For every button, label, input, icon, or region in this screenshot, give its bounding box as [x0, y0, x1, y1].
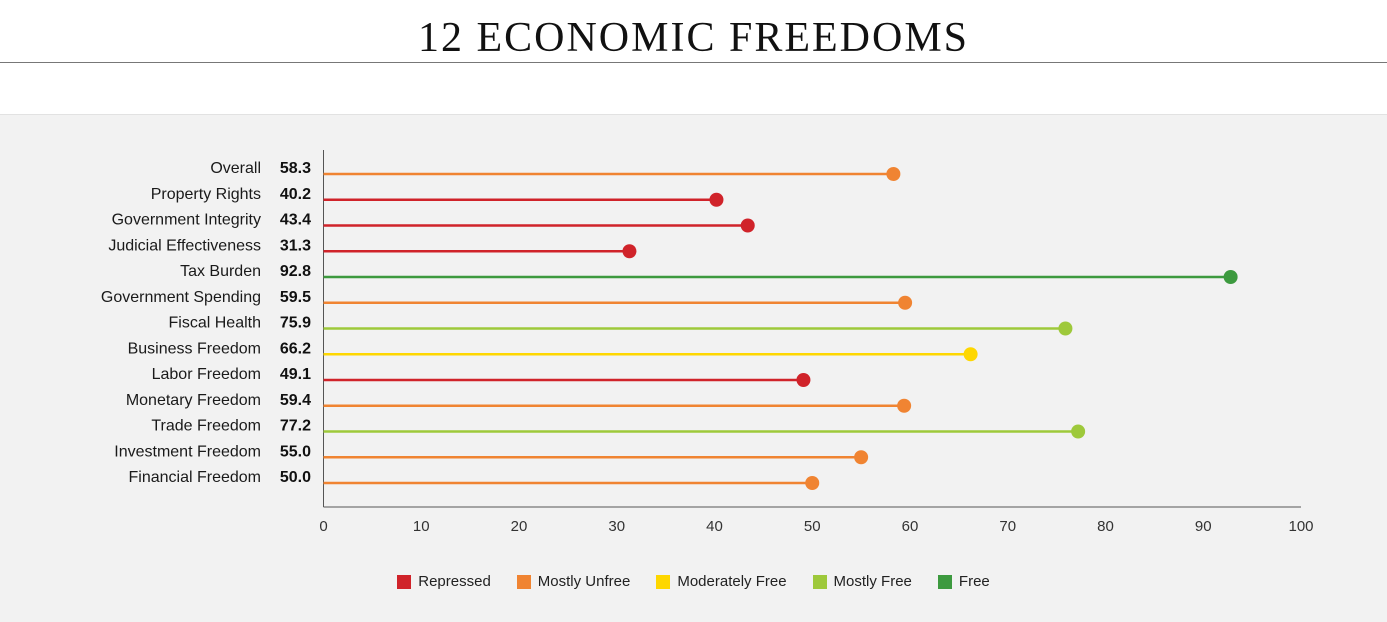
x-tick-label: 20: [511, 518, 528, 535]
lollipop-dot: [622, 244, 637, 259]
lollipop-dot: [897, 398, 912, 413]
chart-legend: Repressed Mostly Unfree Moderately Free Mos…: [0, 573, 1387, 590]
category-label: Fiscal Health: [169, 315, 261, 332]
category-label: Government Integrity: [112, 212, 261, 229]
lollipop-dot: [1071, 424, 1086, 439]
category-label: Judicial Effectiveness: [108, 237, 261, 254]
value-label: 43.4: [280, 212, 311, 229]
value-label: 59.4: [280, 392, 311, 409]
legend-item: Mostly Unfree: [516, 573, 631, 590]
value-label: 50.0: [280, 469, 311, 486]
lollipop-dot: [963, 347, 978, 362]
x-tick-label: 90: [1195, 518, 1212, 535]
lollipop-dot: [805, 476, 820, 490]
legend-item: Free: [937, 573, 990, 590]
value-label: 77.2: [280, 418, 311, 435]
legend-swatch: [812, 574, 827, 589]
legend-label: Repressed: [418, 573, 491, 590]
category-label: Monetary Freedom: [126, 392, 261, 409]
x-tick-label: 0: [319, 518, 327, 535]
lollipop-dot: [854, 450, 869, 465]
lollipop-dot: [1058, 321, 1073, 336]
x-tick-label: 30: [608, 518, 625, 535]
lollipop-dot: [886, 167, 901, 181]
value-label: 55.0: [280, 443, 311, 460]
legend-swatch: [656, 574, 671, 589]
lollipop-dot: [796, 373, 811, 387]
value-label: 49.1: [280, 366, 311, 383]
value-label: 40.2: [280, 186, 311, 203]
value-label: 75.9: [280, 315, 311, 332]
lollipop-dot: [740, 218, 755, 233]
x-tick-label: 60: [902, 518, 919, 535]
lollipop-dot: [709, 192, 724, 207]
legend-swatch: [937, 574, 952, 589]
legend-label: Moderately Free: [677, 573, 787, 590]
value-label: 66.2: [280, 340, 311, 357]
x-tick-label: 40: [706, 518, 723, 535]
category-label: Trade Freedom: [151, 418, 261, 435]
category-label: Overall: [210, 160, 261, 177]
value-label: 58.3: [280, 160, 311, 177]
lollipop-dot: [1223, 270, 1238, 284]
chart-title: 12 ECONOMIC FREEDOMS: [417, 15, 970, 61]
x-tick-label: 50: [804, 518, 821, 535]
category-label: Business Freedom: [128, 340, 261, 357]
x-tick-label: 80: [1097, 518, 1114, 535]
category-label: Investment Freedom: [114, 443, 261, 460]
legend-label: Free: [958, 573, 990, 590]
category-label: Government Spending: [101, 289, 261, 306]
value-label: 59.5: [280, 289, 311, 306]
legend-item: Moderately Free: [656, 573, 787, 590]
category-label: Property Rights: [151, 186, 261, 203]
title-divider: [0, 62, 1387, 63]
value-label: 31.3: [280, 237, 311, 254]
legend-swatch: [397, 574, 412, 589]
legend-swatch: [516, 574, 531, 589]
legend-item: Repressed: [397, 573, 491, 590]
lollipop-dot: [898, 295, 913, 310]
x-tick-label: 70: [999, 518, 1016, 535]
category-label: Tax Burden: [180, 263, 261, 280]
value-label: 92.8: [280, 263, 311, 280]
legend-item: Mostly Free: [812, 573, 912, 590]
x-tick-label: 100: [1288, 518, 1313, 535]
category-label: Financial Freedom: [129, 469, 262, 486]
legend-label: Mostly Free: [833, 573, 912, 590]
category-label: Labor Freedom: [152, 366, 261, 383]
x-tick-label: 10: [413, 518, 430, 535]
legend-label: Mostly Unfree: [537, 573, 631, 590]
